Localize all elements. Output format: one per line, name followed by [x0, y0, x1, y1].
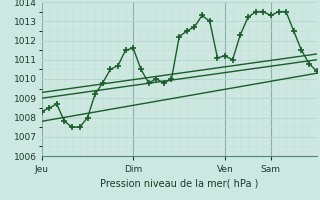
X-axis label: Pression niveau de la mer( hPa ): Pression niveau de la mer( hPa ) [100, 178, 258, 188]
